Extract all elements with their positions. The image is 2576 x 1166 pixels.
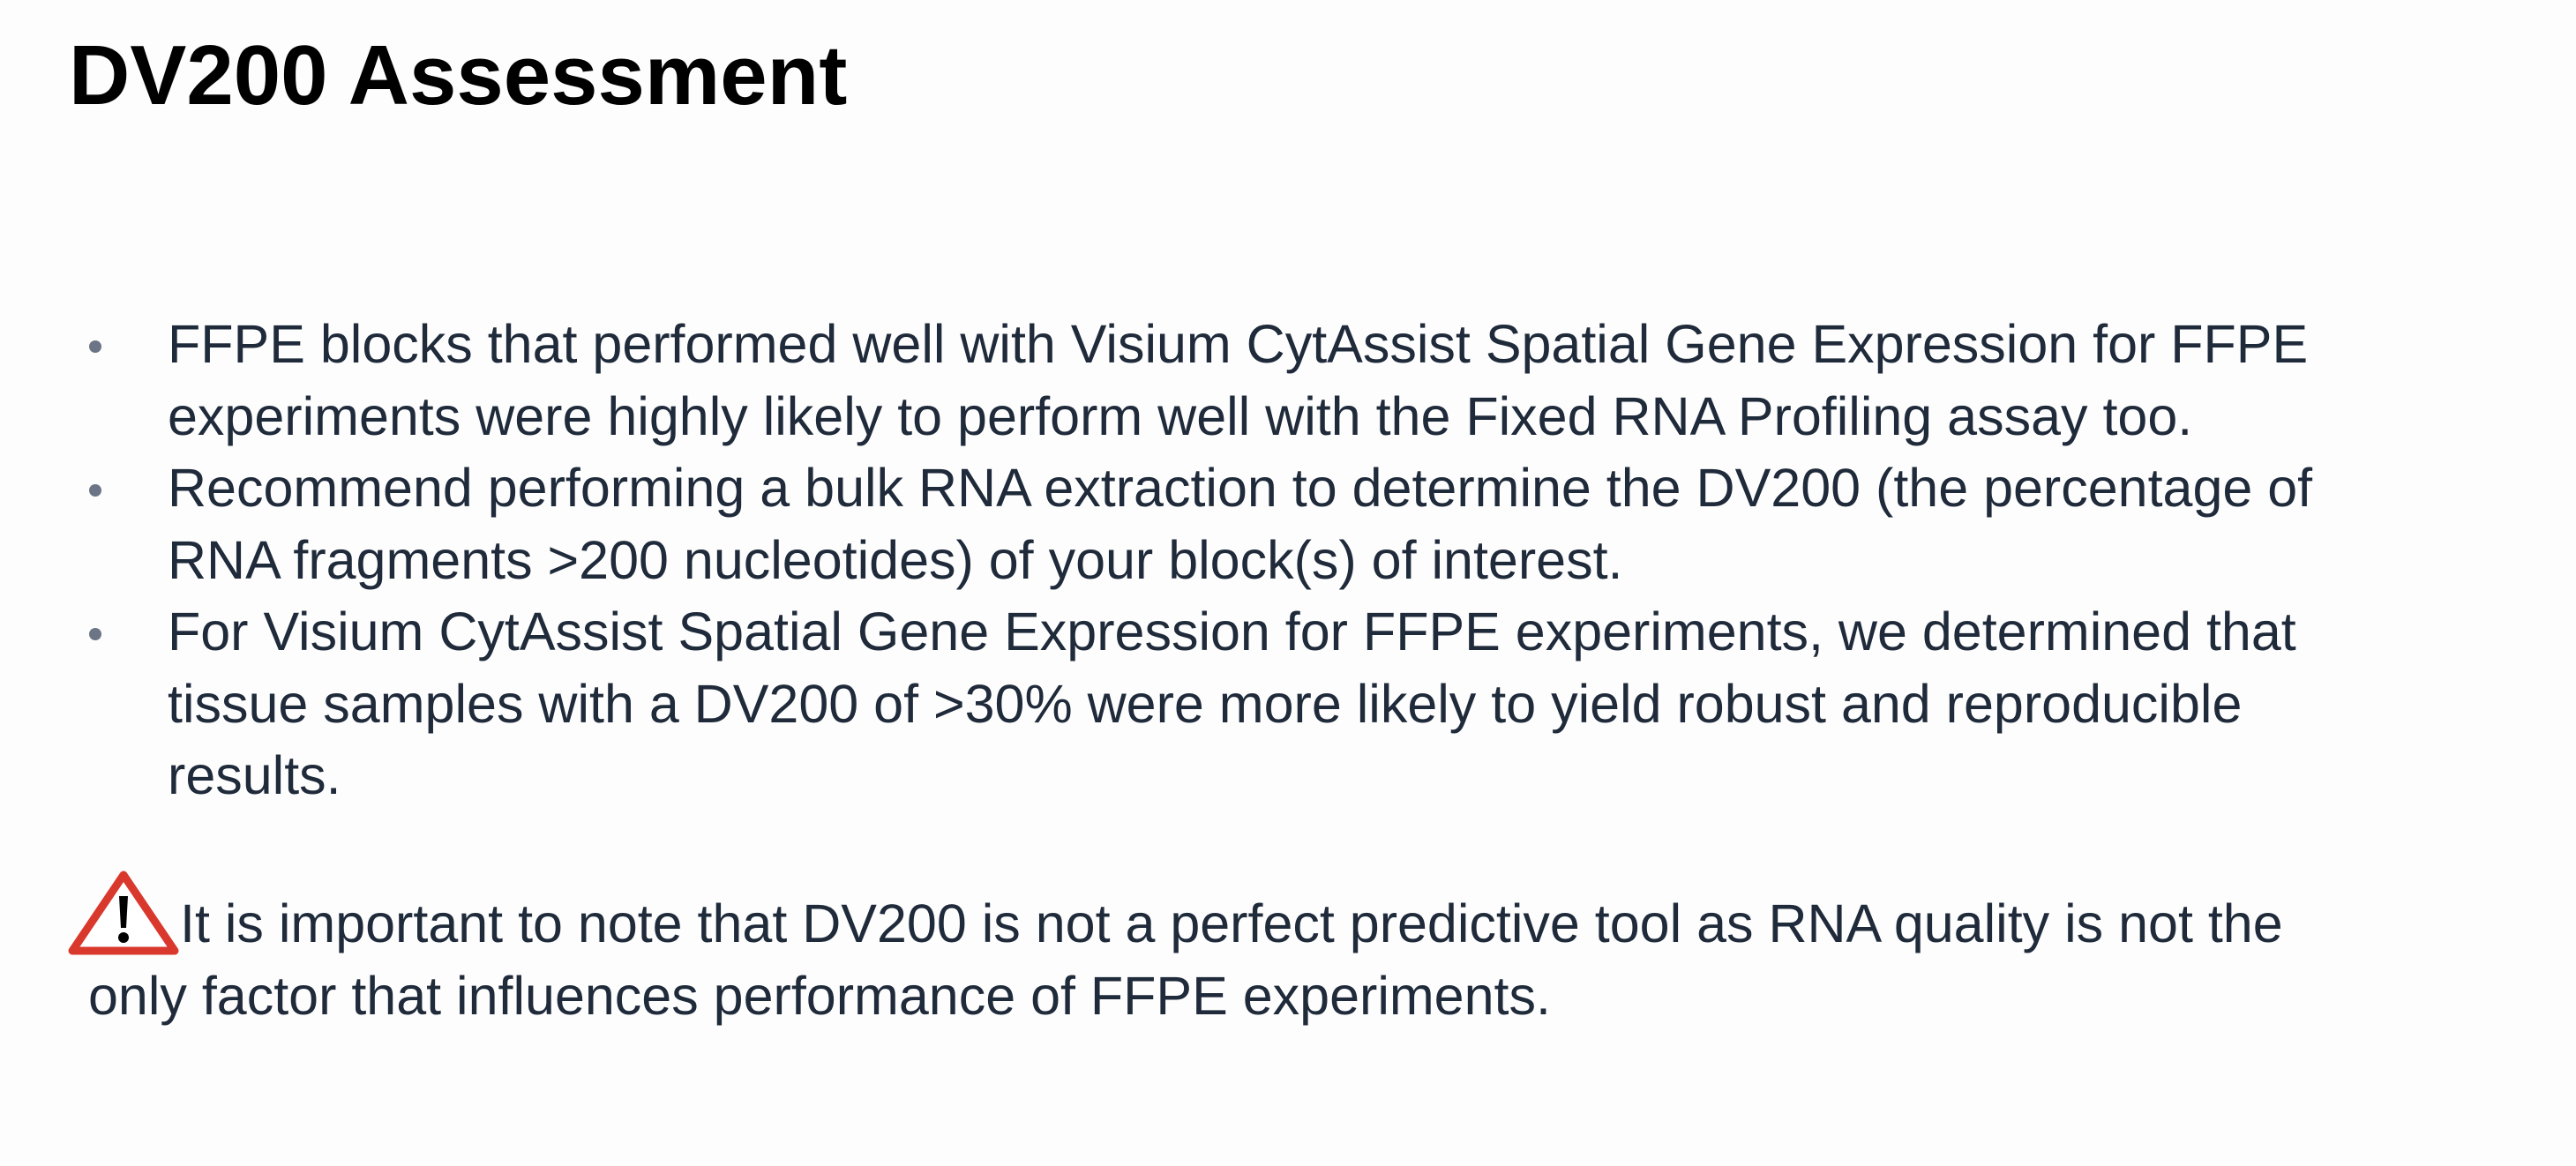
bullet-line: RNA fragments >200 nucleotides) of your …	[168, 529, 1623, 590]
bullet-list: FFPE blocks that performed well with Vis…	[0, 309, 2576, 812]
slide-title: DV200 Assessment	[69, 28, 848, 123]
bullet-line: Recommend performing a bulk RNA extracti…	[168, 458, 2313, 518]
bullet-dot-icon	[89, 628, 101, 640]
bullet-item: Recommend performing a bulk RNA extracti…	[0, 452, 2400, 596]
note-line: only factor that influences performance …	[88, 965, 1551, 1026]
warning-note: It is important to note that DV200 is no…	[68, 870, 2523, 1032]
note-line: It is important to note that DV200 is no…	[180, 893, 2283, 953]
bullet-line: For Visium CytAssist Spatial Gene Expres…	[168, 602, 2296, 661]
bullet-item: FFPE blocks that performed well with Vis…	[0, 309, 2400, 452]
bullet-line: tissue samples with a DV200 of >30% were…	[168, 673, 2243, 734]
bullet-dot-icon	[89, 484, 101, 497]
bullet-line: experiments were highly likely to perfor…	[168, 385, 2193, 446]
bullet-dot-icon	[89, 340, 101, 353]
bullet-line: results.	[168, 745, 341, 805]
bullet-line: FFPE blocks that performed well with Vis…	[168, 314, 2309, 374]
bullet-item: For Visium CytAssist Spatial Gene Expres…	[0, 596, 2400, 812]
warning-triangle-icon	[67, 870, 180, 956]
